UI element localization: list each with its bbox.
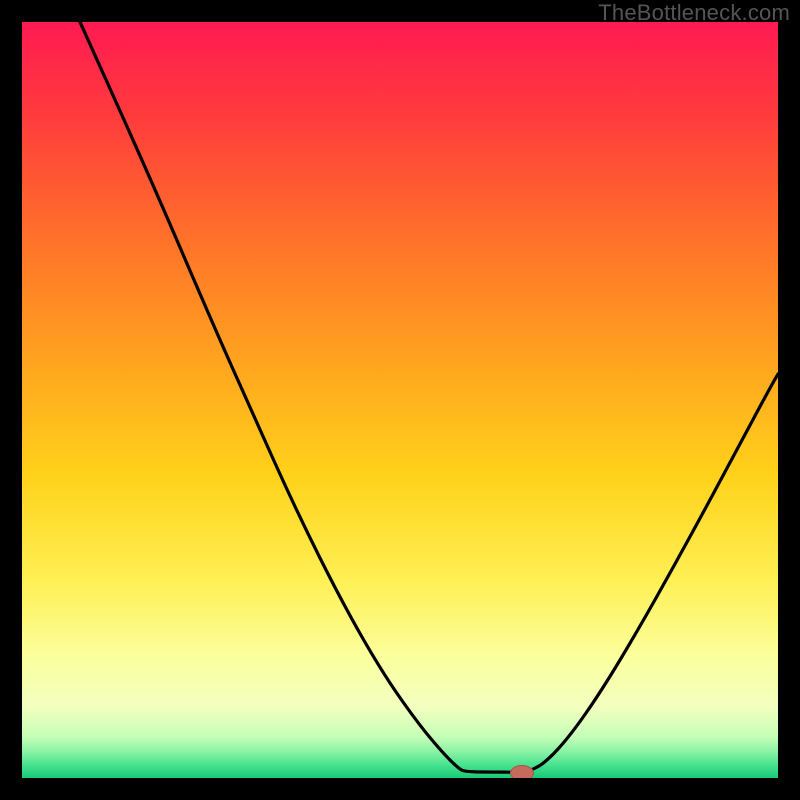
optimal-point-marker [510,765,534,778]
bottleneck-curve [22,22,778,778]
watermark-text: TheBottleneck.com [598,0,790,26]
plot-area [22,22,778,778]
